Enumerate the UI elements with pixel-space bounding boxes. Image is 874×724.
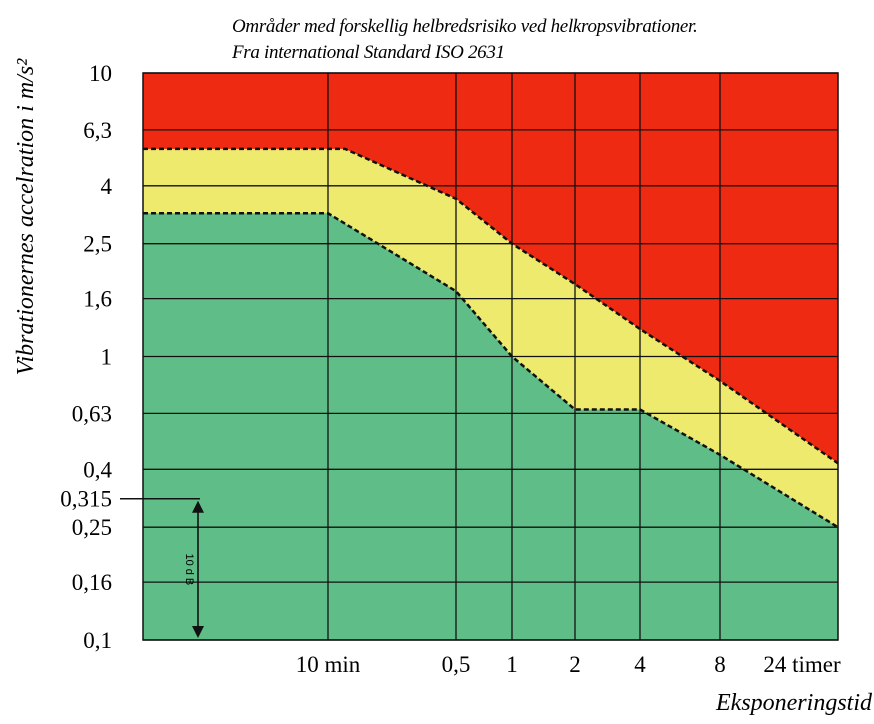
y-tick-label: 6,3 (83, 118, 112, 143)
x-tick-label: 0,5 (442, 652, 471, 677)
y-tick-label: 1 (101, 345, 113, 370)
annotation-arrow-head-down (192, 626, 204, 638)
x-tick-label: 24 timer (763, 652, 841, 677)
x-tick-label: 1 (506, 652, 518, 677)
x-tick-label: 2 (569, 652, 581, 677)
y-tick-label: 0,4 (83, 457, 112, 482)
y-tick-label: 10 (89, 61, 112, 86)
annotation-arrow-head-up (192, 500, 204, 513)
y-tick-label: 0,25 (72, 515, 112, 540)
x-tick-label: 10 min (296, 652, 361, 677)
x-tick-label: 4 (634, 652, 646, 677)
y-tick-label: 2,5 (83, 232, 112, 257)
y-tick-label: 0,315 (60, 487, 112, 512)
annotation-label: 10 d B (183, 553, 195, 585)
y-tick-label: 4 (101, 174, 113, 199)
chart-title: Områder med forskellig helbredsrisiko ve… (232, 16, 698, 63)
y-tick-label: 0,1 (83, 628, 112, 653)
chart-plot: 10 6,3 4 2,5 1,6 1 0,63 0,4 0,315 0,25 0,16 0,1 10 m… (60, 61, 841, 677)
zone-low-risk (143, 213, 838, 641)
x-axis-label: Eksponeringstid (716, 690, 872, 716)
upper-boundary-line (143, 147, 839, 465)
y-tick-label: 1,6 (83, 287, 112, 312)
lower-boundary-line (143, 212, 839, 529)
x-tick-label: 8 (714, 652, 726, 677)
y-tick-label: 0,16 (72, 570, 112, 595)
y-tick-label: 0,63 (72, 401, 112, 426)
plot-border (142, 72, 839, 641)
